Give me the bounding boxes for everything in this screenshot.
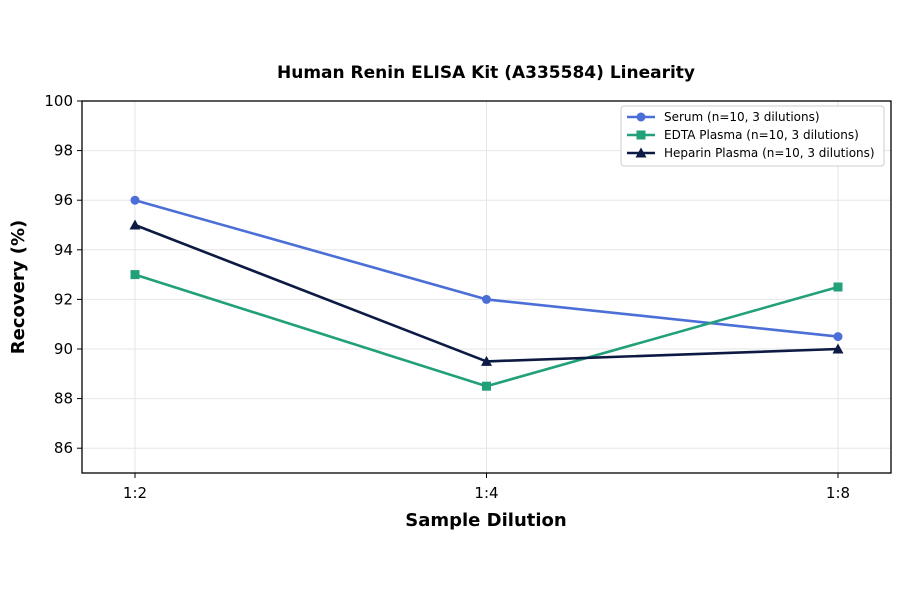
legend-label: Serum (n=10, 3 dilutions) (664, 110, 820, 124)
legend-box (620, 105, 885, 167)
y-tick-label: 94 (54, 241, 73, 259)
x-axis-ticks: 1:2 1:4 1:8 (123, 473, 850, 502)
legend-item: Serum (n=10, 3 dilutions) (627, 110, 820, 124)
y-tick-label: 86 (54, 439, 73, 457)
y-axis-ticks: 86 88 90 92 94 96 98 100 (44, 92, 82, 457)
y-tick-label: 88 (54, 390, 73, 408)
data-point (833, 332, 843, 342)
series-layer (129, 195, 844, 391)
series-0 (130, 195, 843, 342)
series-2 (129, 219, 844, 366)
legend-swatch-marker (636, 130, 646, 140)
data-point (481, 355, 492, 366)
x-tick-label: 1:2 (123, 484, 147, 502)
data-point (130, 270, 140, 280)
y-axis-label: Recovery (%) (8, 220, 29, 354)
series-1 (130, 270, 843, 391)
data-point (482, 294, 491, 304)
legend-swatch-marker (635, 147, 647, 158)
data-point (832, 343, 844, 354)
legend-item: EDTA Plasma (n=10, 3 dilutions) (627, 128, 859, 142)
y-tick-label: 90 (54, 340, 73, 358)
data-point (482, 381, 491, 391)
data-point (129, 219, 141, 230)
legend-item: Heparin Plasma (n=10, 3 dilutions) (627, 146, 875, 160)
legend: Serum (n=10, 3 dilutions) EDTA Plasma (n=… (620, 105, 885, 167)
data-point (833, 282, 843, 292)
y-tick-label: 92 (54, 290, 73, 308)
data-point (130, 195, 140, 205)
y-tick-label: 98 (54, 142, 73, 160)
x-axis-label: Sample Dilution (405, 510, 566, 531)
chart-title: Human Renin ELISA Kit (A335584) Linearit… (277, 63, 695, 83)
legend-swatch-marker (636, 112, 646, 122)
y-tick-label: 100 (44, 92, 73, 110)
legend-label: EDTA Plasma (n=10, 3 dilutions) (664, 128, 859, 142)
x-tick-label: 1:8 (826, 484, 850, 502)
legend-label: Heparin Plasma (n=10, 3 dilutions) (664, 146, 875, 160)
y-tick-label: 96 (54, 191, 73, 209)
x-tick-label: 1:4 (474, 484, 498, 502)
